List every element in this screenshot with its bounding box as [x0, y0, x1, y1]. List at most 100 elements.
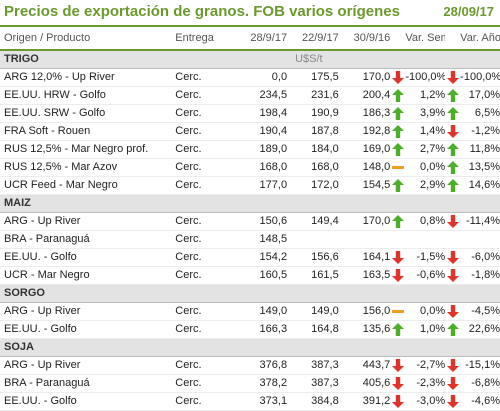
var-sem-value: 0,8% [405, 212, 446, 231]
entrega-cell: Cerc. [161, 374, 236, 393]
page-title: Precios de exportación de granos. FOB va… [4, 3, 400, 20]
up-arrow-icon [391, 142, 404, 156]
entrega-cell: Cerc. [161, 356, 236, 375]
price-current: 378,2 [235, 374, 288, 393]
price-prev-year: 164,1 [338, 248, 391, 267]
table-row: ARG 12,0% - Up River Cerc. 0,0 175,5 170,0 -1… [0, 68, 500, 87]
price-prev-year: 148,0 [338, 158, 391, 177]
price-prev-year: 443,7 [338, 356, 391, 375]
var-anio-value: 11,8% [460, 140, 500, 159]
var-sem-value: 0,0% [405, 158, 446, 177]
col-header-date-3: 30/9/16 [338, 27, 391, 51]
product-name: EE.UU. - Golfo [0, 320, 162, 339]
table-row: UCR - Mar Negro Cerc. 160,5 161,5 163,5 -0,6%… [0, 266, 500, 285]
var-sem-value: 2,9% [405, 176, 446, 195]
empty-icon [447, 233, 459, 246]
product-name: FRA Soft - Rouen [0, 122, 162, 141]
entrega-cell: Cerc. [161, 158, 236, 177]
price-prev-year: 156,0 [338, 302, 391, 321]
table-row: EE.UU. - Golfo Cerc. 154,2 156,6 164,1 -1,5% -… [0, 248, 500, 267]
price-current: 198,4 [235, 104, 288, 123]
price-current: 168,0 [235, 158, 288, 177]
price-prev-week: 161,5 [287, 266, 339, 285]
entrega-cell: Cerc. [161, 320, 236, 339]
var-sem-value: 0,0% [405, 302, 446, 321]
entrega-cell: Cerc. [161, 140, 236, 159]
price-prev-year: 186,3 [338, 104, 391, 123]
var-sem-value: -100,0% [405, 68, 446, 87]
product-name: UCR Feed - Mar Negro [0, 176, 162, 195]
var-anio-value: 22,6% [460, 320, 500, 339]
entrega-cell: Cerc. [161, 248, 236, 267]
price-current: 189,0 [235, 140, 288, 159]
section-title: SOJA [0, 338, 162, 357]
price-table: Origen / Producto Entrega 28/9/17 22/9/1… [0, 27, 500, 411]
down-arrow-icon [446, 394, 459, 408]
var-anio-value: -4,6% [460, 392, 500, 411]
section-title: SORGO [0, 284, 162, 303]
price-prev-week: 149,0 [287, 302, 339, 321]
section-header-sorgo: SORGO [0, 284, 500, 303]
table-row: EE.UU. - Golfo Cerc. 166,3 164,8 135,6 1,0% 22… [0, 320, 500, 339]
product-name: EE.UU. - Golfo [0, 248, 162, 267]
price-prev-week: 190,9 [287, 104, 339, 123]
price-prev-week [287, 230, 339, 249]
var-sem-value: -2,3% [405, 374, 446, 393]
price-current: 149,0 [235, 302, 288, 321]
up-arrow-icon [391, 88, 404, 102]
price-prev-week: 149,4 [287, 212, 339, 231]
price-current: 166,3 [235, 320, 288, 339]
price-prev-year [338, 230, 391, 249]
down-arrow-icon [446, 268, 459, 282]
flat-arrow-icon [391, 161, 404, 174]
price-current: 376,8 [235, 356, 288, 375]
up-arrow-icon [446, 88, 459, 102]
price-current: 160,5 [235, 266, 288, 285]
product-name: RUS 12,5% - Mar Negro prof. [0, 140, 162, 159]
product-name: EE.UU. SRW - Golfo [0, 104, 162, 123]
price-prev-week: 387,3 [287, 356, 339, 375]
entrega-cell: Cerc. [161, 392, 236, 411]
down-arrow-icon [446, 214, 459, 228]
table-row: ARG - Up River Cerc. 150,6 149,4 170,0 0,8% -1… [0, 212, 500, 231]
entrega-cell: Cerc. [161, 230, 236, 249]
up-arrow-icon [446, 142, 459, 156]
table-row: RUS 12,5% - Mar Azov Cerc. 168,0 168,0 148,0… [0, 158, 500, 177]
price-prev-week: 164,8 [287, 320, 339, 339]
price-current: 234,5 [235, 86, 288, 105]
down-arrow-icon [446, 304, 459, 318]
var-anio-value: -11,4% [460, 212, 500, 231]
col-header-product: Origen / Producto [0, 27, 162, 51]
price-current: 0,0 [235, 68, 288, 87]
down-arrow-icon [391, 394, 404, 408]
table-row: EE.UU. SRW - Golfo Cerc. 198,4 190,9 186,3 3,… [0, 104, 500, 123]
price-prev-year: 200,4 [338, 86, 391, 105]
up-arrow-icon [446, 160, 459, 174]
table-row: RUS 12,5% - Mar Negro prof. Cerc. 189,0 184… [0, 140, 500, 159]
section-title: TRIGO [0, 50, 162, 69]
var-sem-value [405, 230, 446, 249]
price-prev-year: 405,6 [338, 374, 391, 393]
price-current: 154,2 [235, 248, 288, 267]
flat-arrow-icon [391, 305, 404, 318]
down-arrow-icon [391, 250, 404, 264]
price-prev-year: 154,5 [338, 176, 391, 195]
price-current: 177,0 [235, 176, 288, 195]
up-arrow-icon [391, 214, 404, 228]
section-title: MAIZ [0, 194, 162, 213]
var-anio-value: -1,2% [460, 122, 500, 141]
product-name: BRA - Paranaguá [0, 230, 162, 249]
var-sem-value: -3,0% [405, 392, 446, 411]
report-date: 28/09/17 [443, 4, 494, 19]
price-current: 190,4 [235, 122, 288, 141]
price-prev-week: 387,3 [287, 374, 339, 393]
price-prev-week: 384,8 [287, 392, 339, 411]
table-header-row: Origen / Producto Entrega 28/9/17 22/9/1… [0, 27, 500, 51]
product-name: RUS 12,5% - Mar Azov [0, 158, 162, 177]
price-prev-year: 163,5 [338, 266, 391, 285]
price-prev-year: 391,2 [338, 392, 391, 411]
table-row: EE.UU. - Golfo Cerc. 373,1 384,8 391,2 -3,0% -… [0, 392, 500, 411]
down-arrow-icon [446, 376, 459, 390]
table-row: UCR Feed - Mar Negro Cerc. 177,0 172,0 154,5… [0, 176, 500, 195]
